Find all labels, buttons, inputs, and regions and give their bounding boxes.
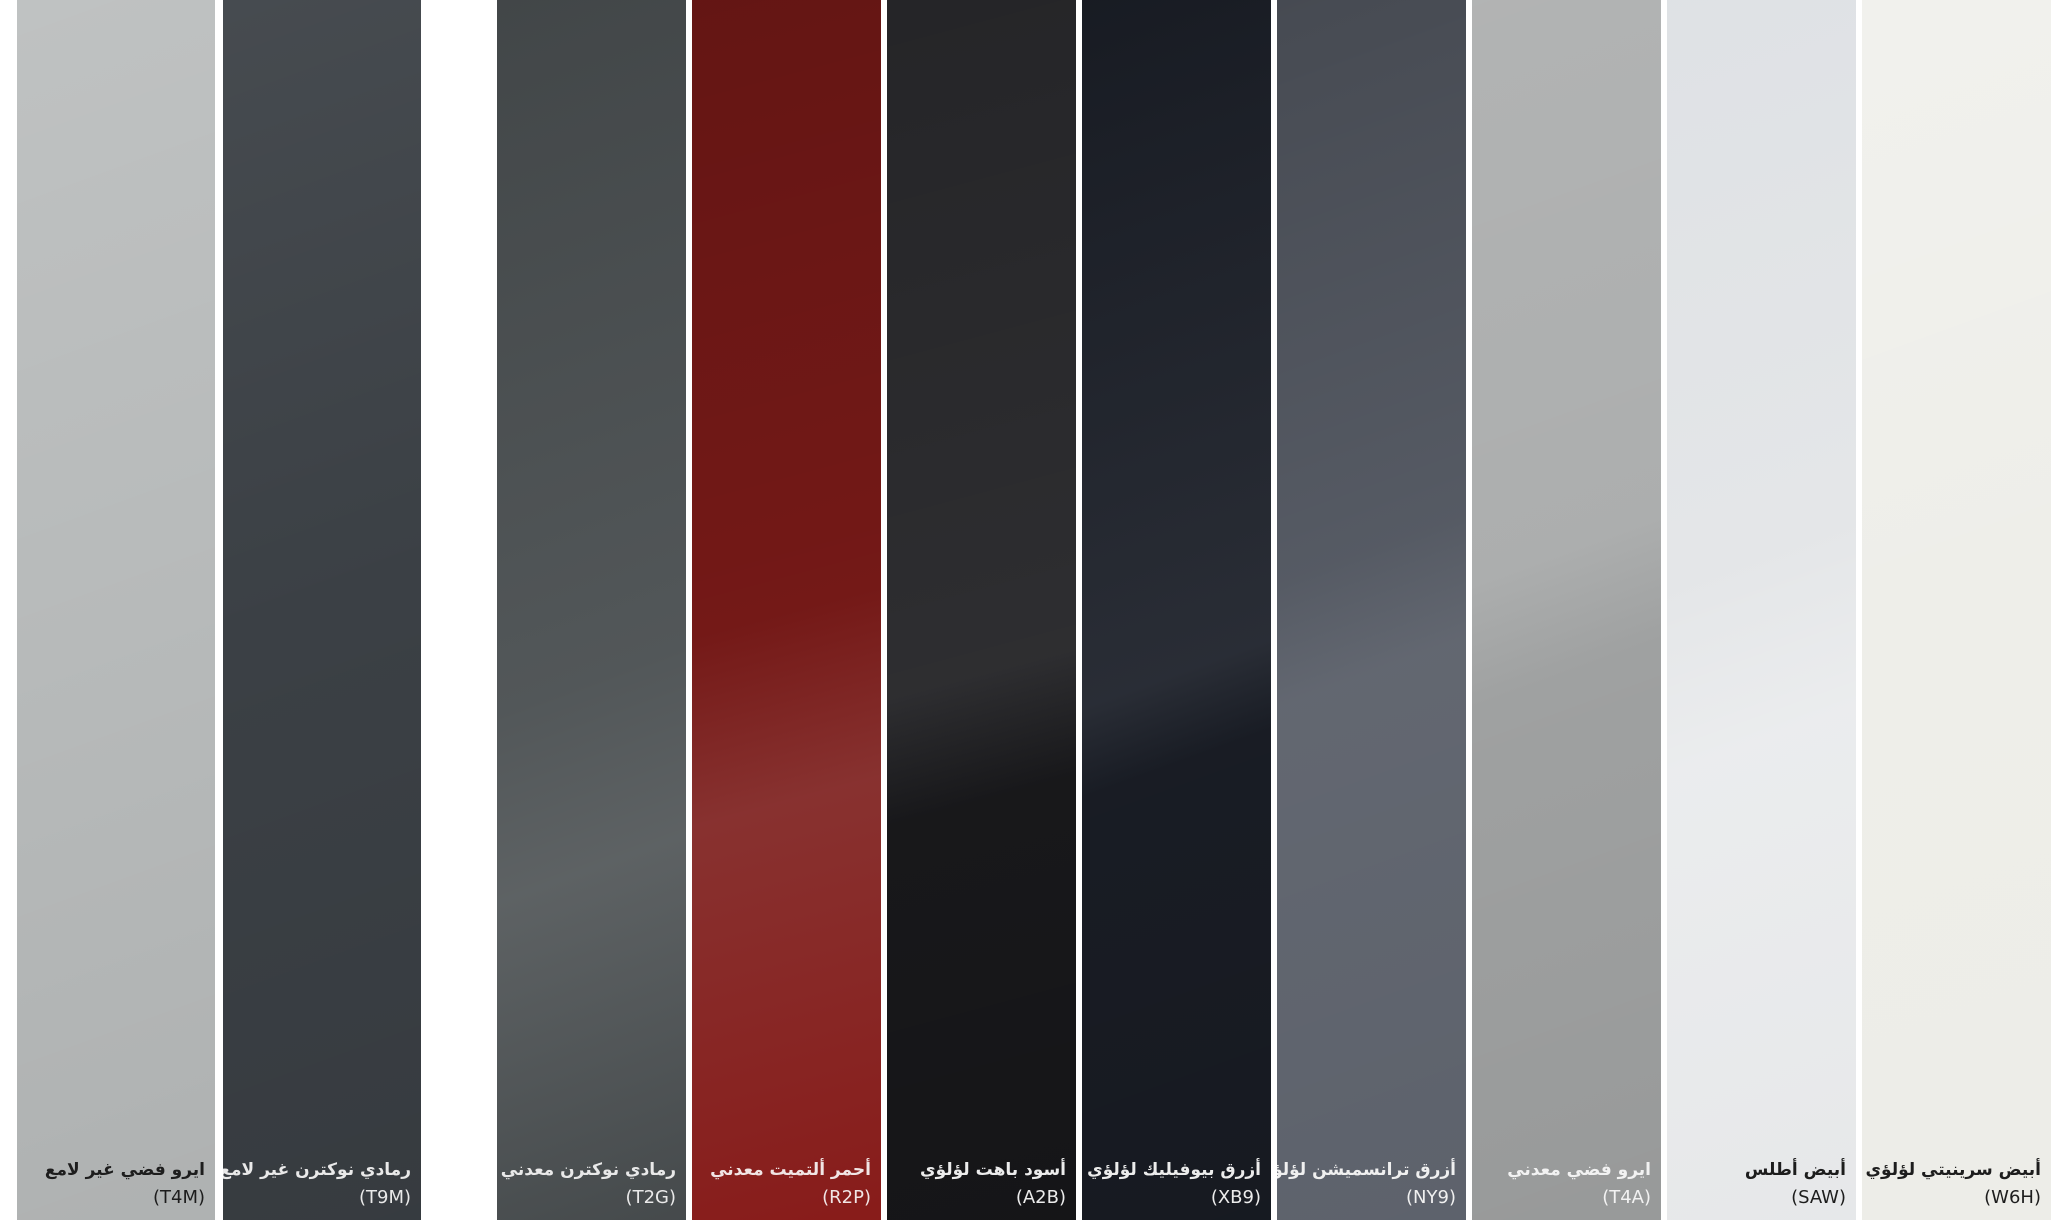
swatch-sheen (1082, 0, 1271, 1220)
color-name: ايرو فضي غير لامع (44, 1160, 205, 1180)
color-swatch-xb9[interactable]: أزرق بيوفيليك لؤلؤي (XB9) (1082, 0, 1271, 1220)
color-swatch-t9m[interactable]: رمادي نوكترن غير لامع (T9M) (223, 0, 421, 1220)
swatch-label: أزرق ترانسميشن لؤلؤي (NY9) (1277, 1156, 1456, 1212)
color-swatch-a2b[interactable]: أسود باهت لؤلؤي (A2B) (887, 0, 1076, 1220)
swatch-sheen (17, 0, 215, 1220)
swatch-label: أبيض أطلس (SAW) (1745, 1156, 1846, 1212)
swatch-sheen (1667, 0, 1856, 1220)
swatch-label: ايرو فضي غير لامع (T4M) (45, 1156, 205, 1212)
color-code: (T4M) (152, 1187, 205, 1208)
swatch-label: رمادي نوكترن معدني (T2G) (501, 1156, 676, 1212)
color-code: (XB9) (1210, 1187, 1261, 1208)
color-swatch-w6h[interactable]: أبيض سرينيتي لؤلؤي (W6H) (1862, 0, 2051, 1220)
color-name: أحمر ألتميت معدني (710, 1160, 871, 1180)
swatch-label: أسود باهت لؤلؤي (A2B) (920, 1156, 1066, 1212)
color-code: (R2P) (822, 1187, 871, 1208)
color-swatch-t4m[interactable]: ايرو فضي غير لامع (T4M) (17, 0, 215, 1220)
swatch-label: أزرق بيوفيليك لؤلؤي (XB9) (1087, 1156, 1261, 1212)
color-name: أبيض أطلس (1744, 1160, 1846, 1180)
swatch-label: رمادي نوكترن غير لامع (T9M) (223, 1156, 411, 1212)
color-code: (A2B) (1015, 1187, 1066, 1208)
swatch-sheen (692, 0, 881, 1220)
swatch-sheen (1472, 0, 1661, 1220)
color-name: أبيض سرينيتي لؤلؤي (1865, 1160, 2041, 1180)
swatch-label: أبيض سرينيتي لؤلؤي (W6H) (1865, 1156, 2041, 1212)
color-name: أزرق ترانسميشن لؤلؤي (1277, 1160, 1456, 1180)
swatch-sheen (223, 0, 421, 1220)
color-swatch-t2g[interactable]: رمادي نوكترن معدني (T2G) (497, 0, 686, 1220)
color-code: (T2G) (625, 1187, 676, 1208)
swatch-sheen (497, 0, 686, 1220)
color-swatch-saw[interactable]: أبيض أطلس (SAW) (1667, 0, 1856, 1220)
color-code: (NY9) (1406, 1187, 1456, 1208)
swatch-sheen (1862, 0, 2051, 1220)
color-code: (T9M) (358, 1187, 411, 1208)
swatch-sheen (887, 0, 1076, 1220)
color-code: (T4A) (1602, 1187, 1651, 1208)
color-name: أسود باهت لؤلؤي (920, 1160, 1066, 1180)
color-name: ايرو فضي معدني (1507, 1160, 1651, 1180)
color-name: رمادي نوكترن غير لامع (223, 1160, 411, 1180)
color-code: (SAW) (1791, 1187, 1846, 1208)
swatch-label: أحمر ألتميت معدني (R2P) (710, 1156, 871, 1212)
color-code: (W6H) (1984, 1187, 2041, 1208)
color-swatch-ny9[interactable]: أزرق ترانسميشن لؤلؤي (NY9) (1277, 0, 1466, 1220)
color-swatch-r2p[interactable]: أحمر ألتميت معدني (R2P) (692, 0, 881, 1220)
swatch-label: ايرو فضي معدني (T4A) (1507, 1156, 1651, 1212)
color-name: رمادي نوكترن معدني (500, 1160, 676, 1180)
swatch-sheen (1277, 0, 1466, 1220)
color-swatch-t4a[interactable]: ايرو فضي معدني (T4A) (1472, 0, 1661, 1220)
color-name: أزرق بيوفيليك لؤلؤي (1087, 1160, 1261, 1180)
